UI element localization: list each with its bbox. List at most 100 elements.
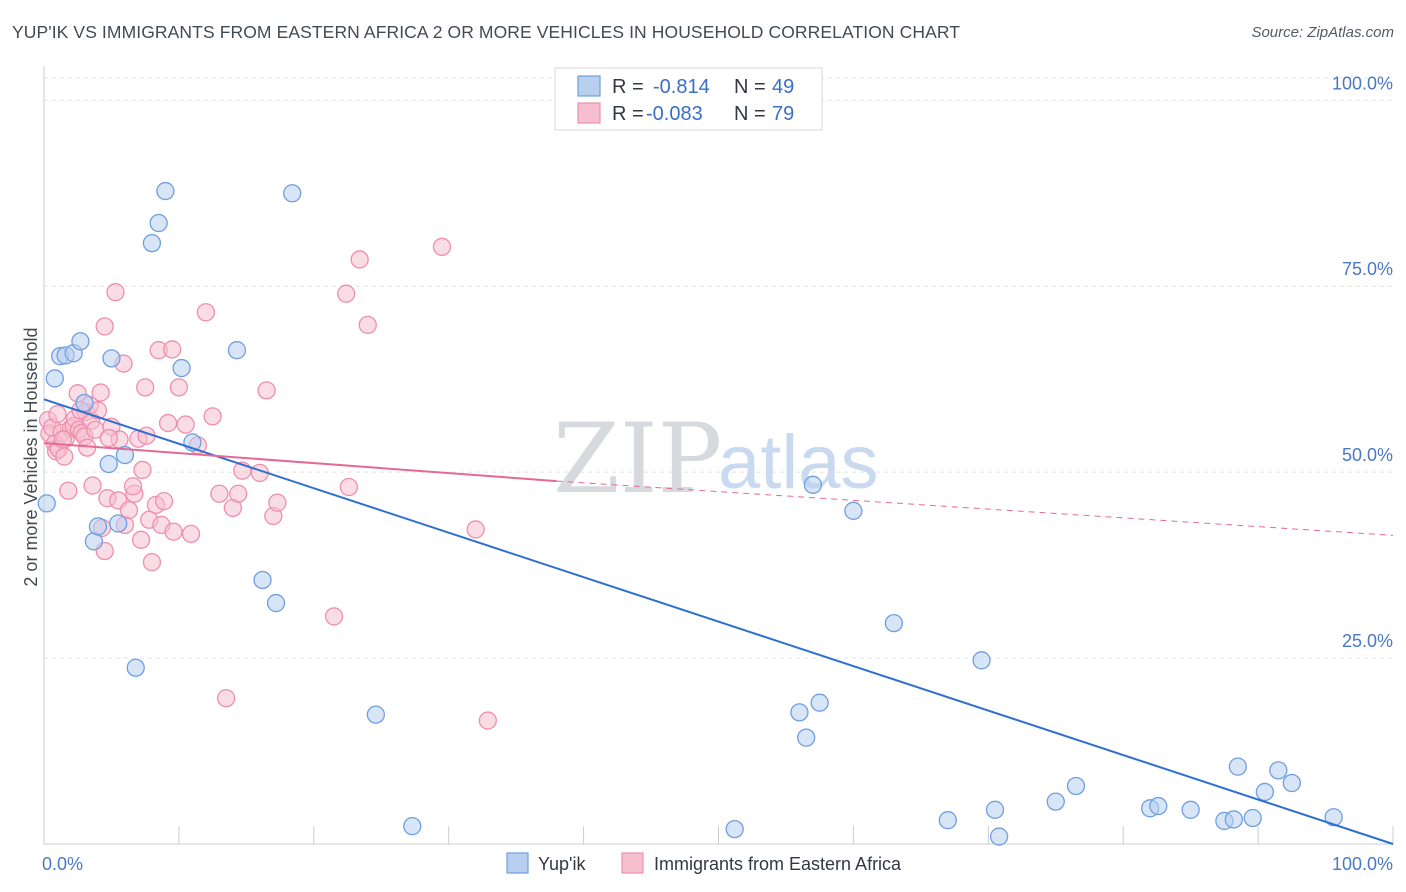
point-yupik-39 (1149, 796, 1168, 816)
point-immigrants-70 (350, 250, 369, 269)
point-immigrants-73 (466, 520, 485, 539)
trend-line-immigrants (43, 442, 557, 483)
point-yupik-23 (366, 705, 386, 724)
point-yupik-36 (1046, 792, 1065, 811)
point-yupik-37 (1066, 776, 1086, 796)
point-immigrants-51 (164, 522, 183, 541)
legend-n-value-yupik: 49 (772, 76, 794, 98)
point-yupik-46 (1269, 761, 1288, 780)
trend-line-immigrants-extrapolated (556, 480, 1394, 536)
point-yupik-43 (1228, 757, 1248, 776)
watermark-zip: ZIP (553, 403, 722, 515)
point-immigrants-25 (91, 383, 110, 402)
point-yupik-33 (972, 651, 991, 670)
x-tick-label-max: 100.0% (1332, 854, 1393, 874)
bottom-legend-swatch-yupik (506, 852, 529, 874)
point-immigrants-54 (181, 524, 201, 544)
series-immigrants-points (38, 237, 497, 730)
point-yupik-17 (172, 358, 191, 378)
point-yupik-47 (1282, 773, 1301, 793)
point-yupik-45 (1255, 782, 1274, 802)
point-yupik-30 (844, 501, 863, 520)
point-immigrants-40 (133, 460, 152, 480)
point-immigrants-31 (106, 283, 125, 302)
point-yupik-20 (253, 570, 272, 590)
bottom-legend-label-yupik: Yup'ik (538, 854, 586, 874)
point-yupik-12 (115, 445, 135, 465)
y-tick-label-3: 100.0% (1332, 73, 1393, 93)
point-yupik-13 (126, 658, 145, 677)
point-immigrants-56 (196, 303, 216, 322)
y-tick-labels: 25.0% 50.0% 75.0% 100.0% (1332, 73, 1393, 651)
point-yupik-48 (1324, 808, 1343, 827)
x-tick-label-min: 0.0% (42, 854, 83, 874)
point-immigrants-22 (83, 476, 102, 495)
point-immigrants-50 (163, 340, 182, 359)
point-yupik-32 (938, 811, 957, 830)
point-yupik-28 (803, 475, 823, 494)
point-immigrants-68 (337, 284, 356, 303)
point-yupik-5 (71, 332, 90, 351)
point-yupik-16 (156, 181, 175, 201)
point-yupik-9 (99, 454, 118, 474)
axes (43, 66, 1394, 845)
legend-swatch-immigrants (577, 102, 601, 124)
point-yupik-35 (989, 827, 1009, 846)
watermark-atlas: atlas (718, 420, 879, 505)
chart-title: YUP'IK VS IMMIGRANTS FROM EASTERN AFRICA… (12, 22, 961, 42)
bottom-legend-swatch-immigrants (621, 852, 644, 874)
legend-r-value-yupik: -0.814 (653, 76, 710, 98)
point-immigrants-66 (268, 493, 287, 512)
point-yupik-42 (1224, 810, 1243, 829)
point-yupik-24 (403, 817, 422, 836)
point-yupik-21 (266, 593, 286, 613)
point-immigrants-78 (123, 477, 143, 496)
point-yupik-26 (790, 703, 809, 722)
legend-n-value-immigrants: 79 (772, 103, 794, 125)
watermark: ZIP atlas (553, 403, 879, 515)
point-yupik-19 (227, 341, 247, 360)
y-tick-label-0: 25.0% (1342, 631, 1393, 651)
point-immigrants-77 (99, 428, 118, 448)
x-tick-labels: 0.0% 100.0% (42, 854, 1393, 874)
point-immigrants-41 (136, 378, 155, 397)
y-tick-label-2: 75.0% (1342, 259, 1393, 279)
point-immigrants-36 (119, 500, 139, 520)
point-immigrants-71 (358, 315, 377, 335)
point-immigrants-74 (478, 711, 497, 730)
legend-n-label-immigrants: N = (734, 103, 766, 125)
gridlines (44, 77, 1393, 659)
point-yupik-22 (283, 184, 302, 203)
legend-r-value-immigrants: -0.083 (646, 103, 703, 125)
point-yupik-11 (109, 514, 128, 533)
point-yupik-34 (985, 800, 1005, 819)
point-yupik-27 (797, 728, 816, 747)
bottom-legend-label-immigrants: Immigrants from Eastern Africa (654, 854, 902, 874)
point-yupik-6 (75, 393, 94, 413)
point-yupik-15 (149, 213, 168, 233)
point-immigrants-8 (55, 447, 74, 466)
legend-r-label-yupik: R = (612, 76, 644, 98)
point-yupik-0 (37, 494, 56, 513)
legend-n-label-yupik: N = (734, 76, 766, 98)
series-yupik-points (37, 181, 1343, 846)
point-immigrants-57 (203, 407, 222, 426)
point-yupik-40 (1181, 800, 1200, 819)
point-immigrants-69 (339, 477, 359, 497)
point-immigrants-39 (131, 530, 151, 549)
chart-source: Source: ZipAtlas.com (1251, 24, 1394, 41)
point-immigrants-67 (324, 607, 344, 626)
point-immigrants-58 (210, 484, 229, 503)
trend-lines (43, 398, 1394, 845)
point-yupik-25 (725, 819, 744, 839)
point-yupik-10 (102, 349, 121, 368)
point-immigrants-5 (48, 404, 67, 424)
legend-box: R = -0.814 N = 49 R = -0.083 N = 79 (554, 67, 823, 131)
point-yupik-44 (1243, 808, 1262, 828)
point-immigrants-52 (169, 378, 189, 397)
point-immigrants-64 (257, 381, 276, 400)
point-immigrants-72 (432, 237, 452, 256)
point-yupik-29 (810, 693, 829, 712)
point-immigrants-53 (176, 415, 195, 434)
